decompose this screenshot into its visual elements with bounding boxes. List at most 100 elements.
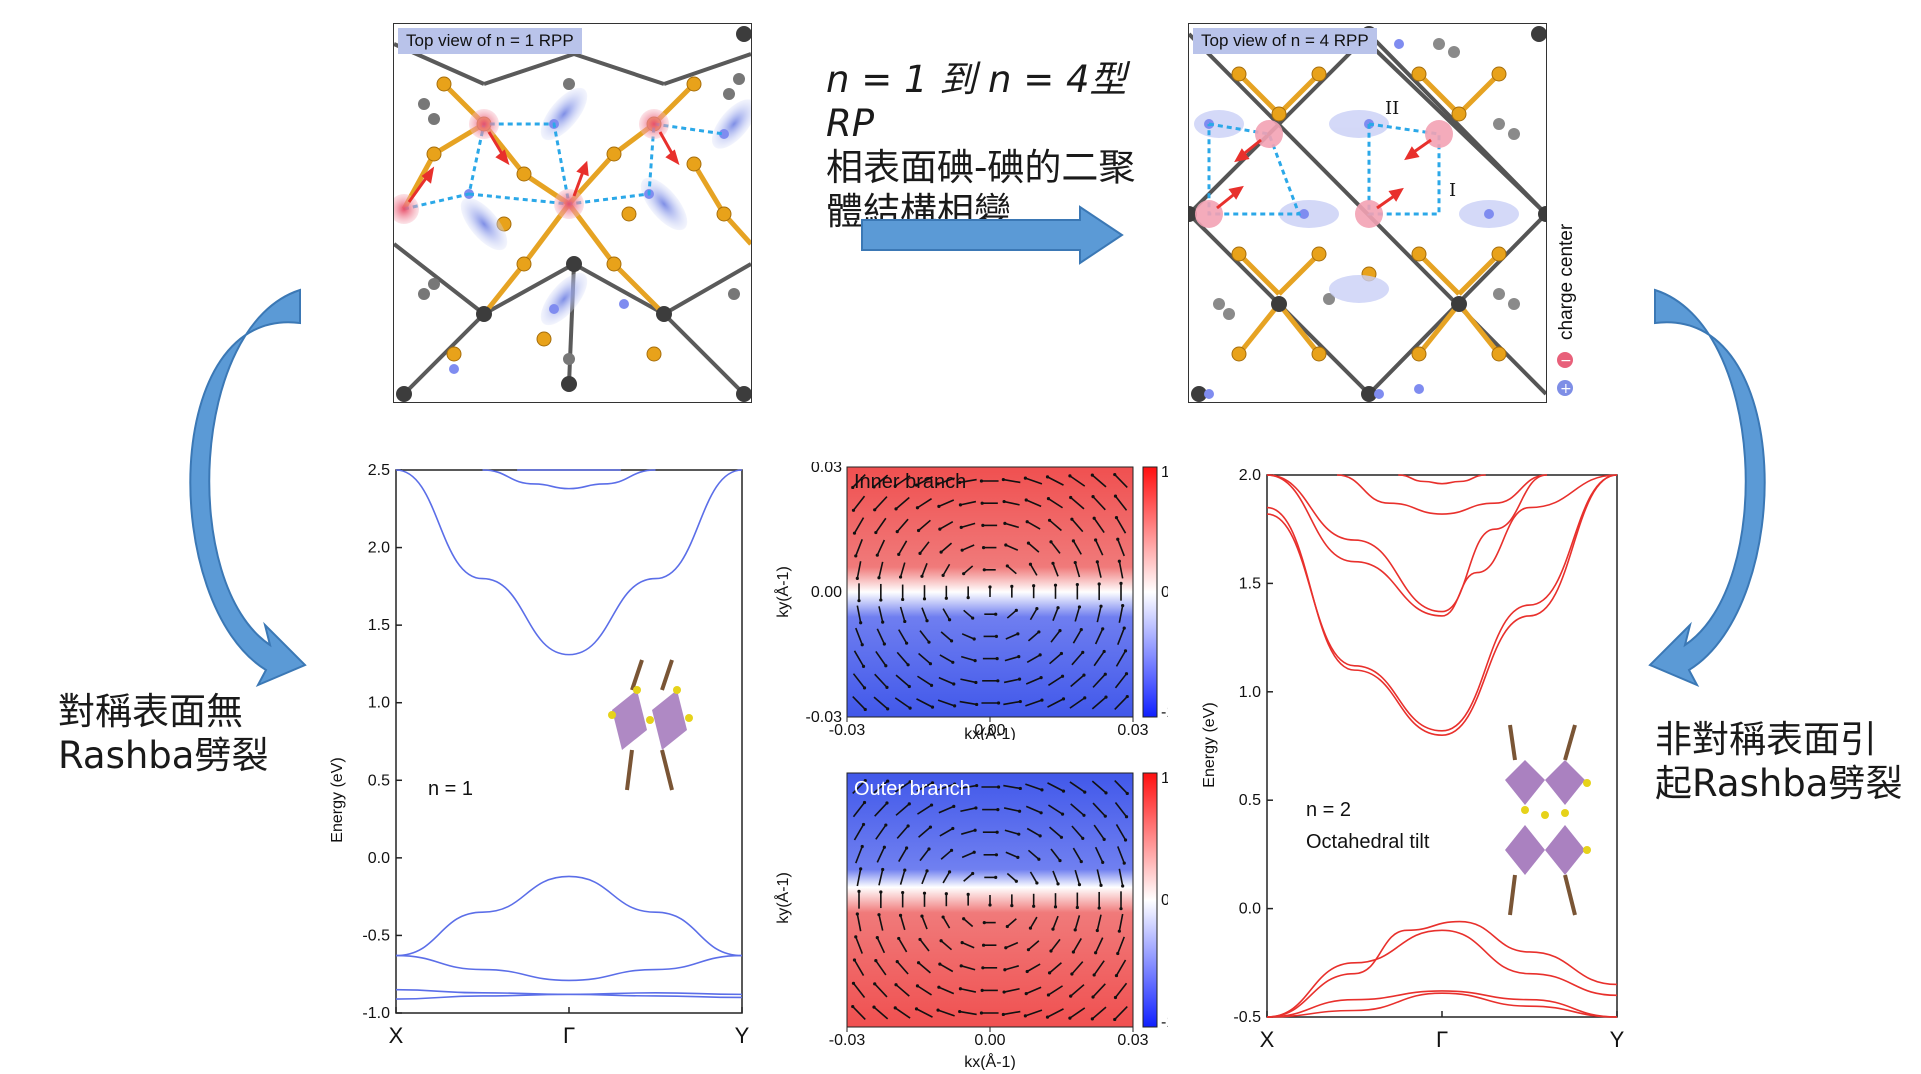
spin-arrow-head [1069, 495, 1073, 500]
spin-arrow [1052, 915, 1059, 930]
spin-arrow [875, 517, 887, 534]
spin-arrow-head [908, 780, 912, 784]
spin-arrow-head [930, 781, 935, 785]
spin-arrow [898, 629, 908, 644]
spin-arrow [1025, 805, 1042, 814]
spin-arrow-head [939, 939, 943, 943]
spin-arrow [1052, 607, 1059, 621]
spin-arrow [1029, 916, 1038, 929]
spin-arrow [855, 846, 863, 864]
spin-arrow-head [1121, 604, 1125, 608]
spin-arrow [852, 802, 866, 818]
band-line [1266, 920, 1618, 1018]
y-tick-label: 0.5 [368, 772, 390, 789]
spin-arrow [918, 962, 931, 974]
spin-arrow-head [952, 804, 956, 809]
spin-arrow-head [895, 530, 899, 534]
spin-arrow-head [1028, 562, 1033, 566]
spin-arrow-head [898, 913, 903, 917]
spin-arrow-head [1102, 649, 1106, 654]
spin-arrow [876, 846, 886, 863]
spin-arrow-head [851, 485, 855, 490]
spin-arrow-head [901, 597, 905, 602]
spin-arrow [1006, 872, 1017, 882]
spin-arrow [1118, 605, 1124, 623]
spin-arrow [961, 655, 976, 662]
spin-arrow [875, 960, 887, 976]
spin-arrow-head [885, 685, 889, 689]
spin-arrow-head [906, 824, 910, 828]
spin-arrow-head [877, 576, 881, 580]
spin-arrow-head [947, 618, 952, 622]
spin-arrow [961, 544, 975, 551]
spin-arrow-head [920, 574, 924, 578]
spin-arrow-head [996, 701, 1001, 705]
outer-branch-chart: Outer branch 10-1 -0.030.000.03 kx(Å-1) … [773, 770, 1168, 1070]
spin-arrow-head [1016, 632, 1020, 636]
spin-arrow [1052, 870, 1059, 885]
spin-arrow-head [916, 528, 921, 533]
spin-arrow [917, 804, 932, 815]
spin-arrow [1003, 500, 1020, 506]
spin-arrow-head [952, 682, 956, 686]
spin-arrow-head [982, 568, 986, 572]
spin-arrow-head [973, 658, 977, 663]
spin-arrow [1048, 804, 1063, 815]
spin-arrow-head [1038, 834, 1042, 838]
top-caption-line2: 相表面碘-碘的二聚 [826, 146, 1136, 189]
spin-arrow-head [1102, 837, 1106, 841]
spin-arrow [1025, 499, 1042, 508]
band-structure-n1-chart: 2.5 2.0 1.5 1.0 0.5 0.0 -0.5 -1.0 X Γ Y Energy (e… [329, 462, 750, 1048]
spin-arrow-head [929, 683, 934, 687]
spin-arrow-head [915, 984, 920, 988]
spin-arrow-head [1025, 520, 1029, 524]
spin-arrow-head [1097, 906, 1101, 910]
top-view-n4-panel: II I Top view of n = 4 RPP [1188, 23, 1547, 403]
spin-arrow [917, 675, 932, 687]
spin-arrow [960, 678, 977, 684]
band-line [482, 469, 656, 490]
spin-arrow [1094, 846, 1104, 863]
plus-sign: + [1560, 381, 1572, 397]
spin-arrow-head [894, 983, 898, 987]
band-line [395, 469, 743, 656]
site-label-II: II [1385, 98, 1399, 119]
spin-arrow-head [1058, 629, 1062, 633]
spin-arrow-head [872, 1005, 876, 1009]
spin-arrow [1049, 826, 1062, 838]
x-tick-label: -0.03 [829, 722, 866, 739]
spin-arrow-head [1081, 836, 1085, 841]
spin-arrow-head [1113, 1017, 1117, 1022]
x-tick-label: 0.03 [1117, 722, 1148, 739]
spin-arrow-head [922, 891, 927, 895]
spin-arrow [1003, 478, 1021, 484]
spin-arrow-head [854, 935, 858, 939]
spin-arrow-head [1061, 789, 1066, 793]
spin-arrow [963, 918, 974, 928]
spin-arrow-head [903, 868, 907, 872]
spin-arrow-head [1002, 499, 1006, 504]
spin-arrow-head [958, 987, 963, 991]
spin-arrow-head [886, 707, 890, 711]
spin-arrow [1049, 652, 1062, 665]
spin-arrow-head [939, 550, 943, 554]
spin-arrow [1026, 827, 1041, 837]
y-tick-label: 1.0 [1239, 684, 1261, 701]
spin-arrow-head [971, 871, 975, 876]
spin-arrow [1050, 938, 1061, 952]
spin-arrow [1114, 1005, 1128, 1021]
spin-arrow [959, 784, 977, 790]
x-tick-label: Y [735, 1023, 750, 1048]
spin-arrow [878, 606, 884, 623]
spin-arrow [1003, 987, 1020, 993]
spin-arrow-head [959, 525, 963, 529]
spin-arrow-head [1018, 786, 1022, 791]
spin-arrow [1047, 698, 1064, 708]
negative-charge-icon [1557, 352, 1573, 368]
spin-arrow-head [1068, 1016, 1072, 1020]
spin-arrow-head [966, 596, 970, 600]
spin-arrow-head [905, 846, 909, 850]
spin-arrow [1006, 565, 1017, 575]
spin-arrow [1050, 541, 1061, 554]
band-line [1266, 474, 1618, 732]
